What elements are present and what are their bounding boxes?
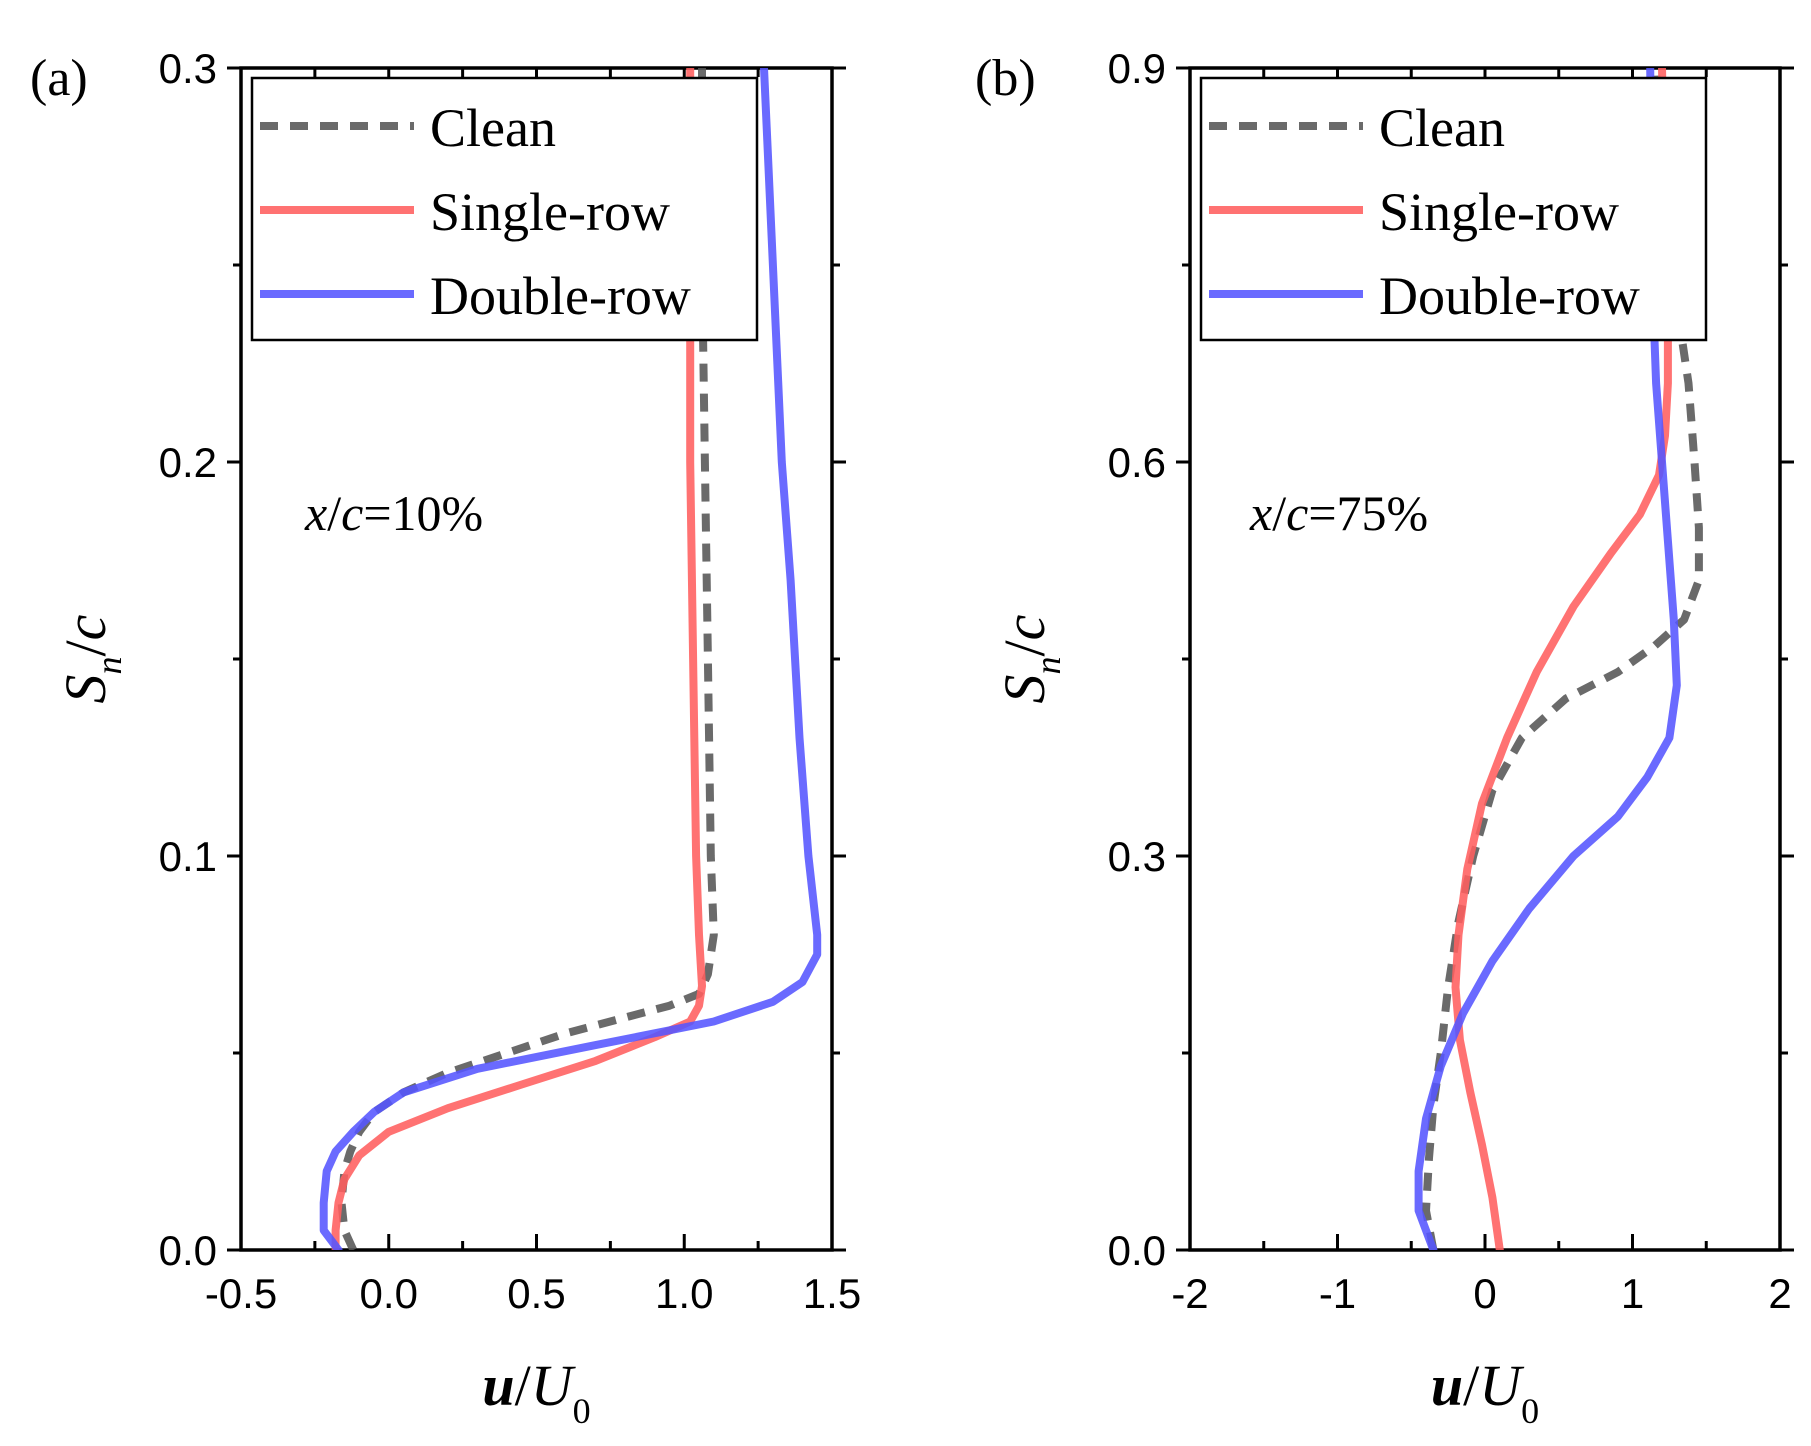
x-tick-label: 1 (1621, 1270, 1644, 1317)
legend-label-clean: Clean (1379, 98, 1505, 158)
annotation: x/c=75% (1249, 485, 1428, 541)
x-tick-label: 0.5 (507, 1270, 565, 1317)
series-group (1414, 68, 1703, 1250)
x-tick-label: 0 (1473, 1270, 1496, 1317)
series-line-single-row (1451, 68, 1672, 1250)
x-tick-label: -0.5 (205, 1270, 277, 1317)
y-axis-title: Sn/c (53, 614, 129, 703)
y-tick-label: 0.3 (159, 45, 217, 92)
series-line-double-row (319, 68, 822, 1250)
y-tick-label: 0.1 (159, 833, 217, 880)
x-tick-label: -2 (1171, 1270, 1208, 1317)
legend: Clean Single-row Double-row (250, 76, 759, 342)
legend-label-clean: Clean (430, 98, 556, 158)
x-tick-label: 2 (1768, 1270, 1791, 1317)
legend-label-double-row: Double-row (430, 266, 691, 326)
series-line-double-row (1414, 68, 1681, 1250)
x-tick-label: 1.0 (655, 1270, 713, 1317)
y-tick-label: 0.6 (1108, 439, 1166, 486)
chart-panel-b: -2 -1 0 1 2 0.0 0.3 0.6 0.9 Clean Single-row Double… (975, 45, 1794, 1431)
chart-panel-a: -0.5 0.0 0.5 1.0 1.50.00.10.20.3CleanSingle-… (30, 45, 861, 1431)
x-tick-label: 1.5 (803, 1270, 861, 1317)
legend-label-single-row: Single-row (430, 182, 670, 242)
legend: Clean Single-row Double-row (1199, 76, 1708, 342)
legend-label-single-row: Single-row (1379, 182, 1619, 242)
panel-label: (a) (30, 50, 88, 107)
series-line-clean (337, 68, 718, 1250)
y-tick-label: 0.0 (159, 1227, 217, 1274)
y-tick-label: 0.0 (1108, 1227, 1166, 1274)
x-tick-label: 0.0 (360, 1270, 418, 1317)
legend-label-double-row: Double-row (1379, 266, 1640, 326)
x-axis-title: u/U0 (482, 1353, 590, 1431)
series-group (319, 68, 822, 1250)
annotation: x/c=10% (304, 485, 483, 541)
x-tick-label: -1 (1319, 1270, 1356, 1317)
y-axis-title: Sn/c (992, 614, 1068, 703)
x-axis-title: u/U0 (1431, 1353, 1539, 1431)
series-line-clean (1422, 68, 1703, 1250)
y-tick-label: 0.9 (1108, 45, 1166, 92)
y-tick-label: 0.2 (159, 439, 217, 486)
panel-label: (b) (975, 50, 1036, 107)
y-tick-label: 0.3 (1108, 833, 1166, 880)
